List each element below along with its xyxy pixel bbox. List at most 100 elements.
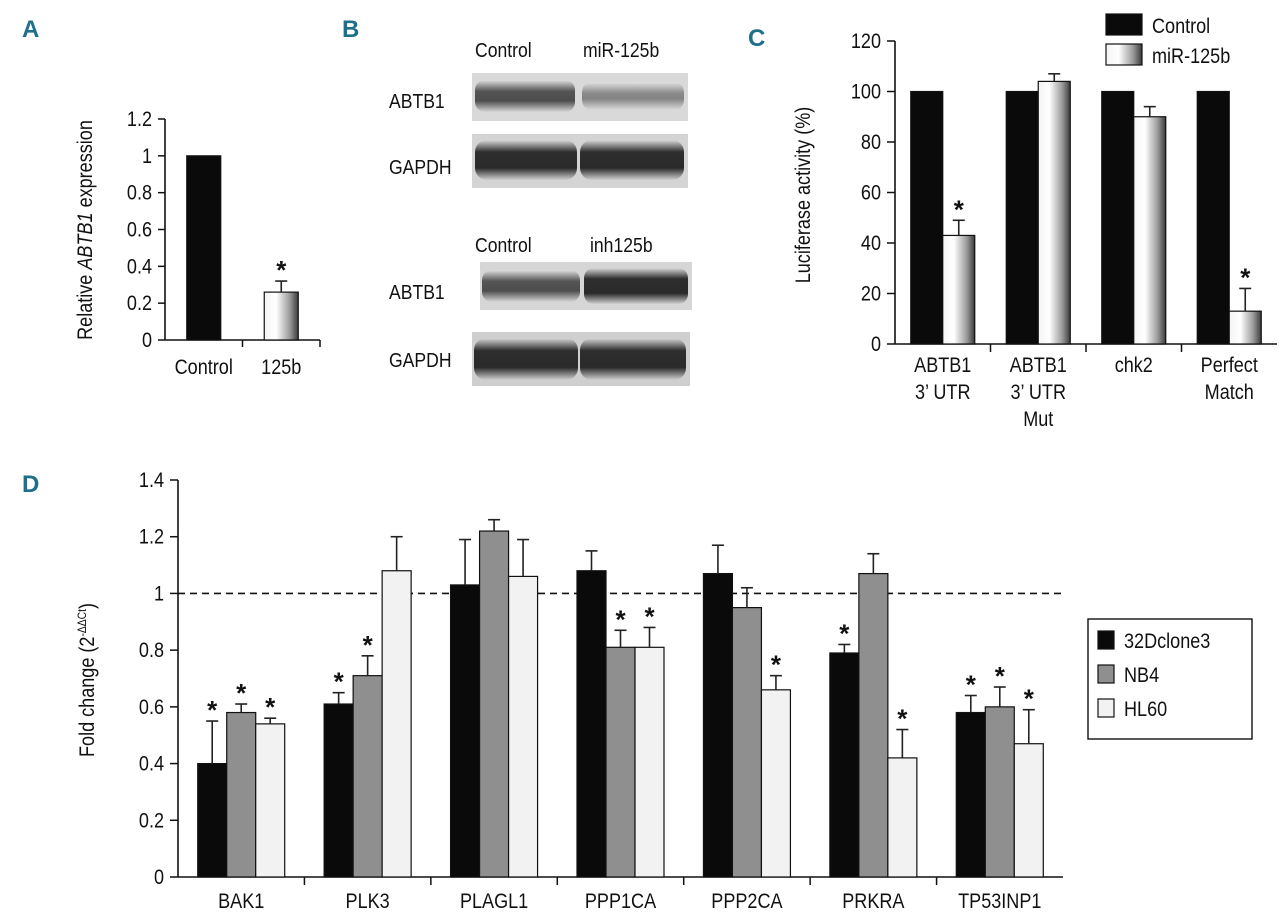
chart-c-bar <box>1133 116 1167 345</box>
chart-d-ytick-label: 1.2 <box>139 525 164 549</box>
panel-label-c: C <box>748 25 765 52</box>
blot-bottom-abtb1-band-treated <box>584 268 688 304</box>
chart-d-ytick-label: 1 <box>154 582 164 606</box>
chart-a-ylabel-part: expression <box>74 120 98 212</box>
chart-d-bar <box>984 706 1015 878</box>
chart-c-xtick-label: ABTB1 <box>914 354 971 378</box>
panel-label-a: A <box>22 16 39 43</box>
chart-c-ytick-label: 0 <box>871 333 881 357</box>
chart-d-xtick-label: TP53INP1 <box>958 890 1041 914</box>
chart-d-ytick-label: 0 <box>154 866 164 890</box>
blot-top-abtb1-band-treated <box>582 82 684 110</box>
chart-c-ytick-label-wrap: 80 <box>861 131 881 155</box>
chart-d-bar <box>605 646 636 878</box>
chart-c-bar <box>1005 90 1039 345</box>
chart-d-ylabel-part: Fold change (2 <box>76 637 100 757</box>
blot-top-row-label-1: ABTB1 <box>389 90 445 112</box>
blot-top-gapdh-band-treated <box>580 140 684 180</box>
chart-c-xtick-label: chk2 <box>1115 354 1153 378</box>
chart-d-xtick-label-wrap: PPP2CA <box>711 890 783 914</box>
chart-a-xtick-label: Control <box>175 356 233 380</box>
chart-d-xtick-label-wrap: PLAGL1 <box>460 890 528 914</box>
chart-c-bar <box>1037 80 1071 345</box>
chart-a-ytick-label: 0 <box>142 329 152 353</box>
chart-d-bar <box>478 530 510 878</box>
chart-d-xtick-label: PRKRA <box>842 890 905 914</box>
chart-a-ytick-label: 0.4 <box>127 255 152 279</box>
western-blot-panel: Control miR-125b ABTB1 GAPDH Control inh… <box>389 39 692 386</box>
chart-c-ytick-label-wrap: 100 <box>851 80 881 104</box>
chart-d-ytick-label-wrap: 0.6 <box>139 696 164 720</box>
chart-d-legend-box <box>1087 618 1253 740</box>
chart-d-xtick-label: PLK3 <box>346 890 390 914</box>
chart-c-ytick-label-wrap: 120 <box>851 30 881 54</box>
chart-d-ytick-label-wrap: 1.4 <box>139 469 164 493</box>
chart-d-bar <box>255 723 286 878</box>
chart-c-sig-marker: * <box>1240 262 1251 292</box>
blot-bottom-abtb1-band-control <box>482 270 580 302</box>
blot-bottom-col-label-1: Control <box>475 234 532 256</box>
chart-c-bar <box>1101 90 1135 345</box>
chart-c-ytick-label: 120 <box>851 30 881 54</box>
chart-c-legend-label-wrap: miR-125b <box>1152 45 1230 69</box>
chart-d-sig-marker: * <box>897 704 908 734</box>
chart-a-ytick-label-wrap: 0.8 <box>127 181 152 205</box>
chart-d-bar <box>731 607 763 878</box>
chart-d-legend-label: 32Dclone3 <box>1124 630 1210 654</box>
chart-a: 0 0.2 0.4 0.6 0.8 1 1.2 Control * 125b Relative AB… <box>74 108 321 380</box>
chart-c-ytick-label-wrap: 0 <box>871 333 881 357</box>
chart-d-sig-marker: * <box>363 630 374 660</box>
chart-d-legend-label: NB4 <box>1124 664 1159 688</box>
chart-c-xtick-label: ABTB1 <box>1010 354 1067 378</box>
chart-c-xtick-label: Mut <box>1023 408 1054 432</box>
chart-a-ytick-label-wrap: 0.4 <box>127 255 152 279</box>
chart-c-ytick-label-wrap: 60 <box>861 181 881 205</box>
panel-label-b: B <box>342 16 359 43</box>
chart-c-ylabel: Luciferase activity (%) <box>792 107 816 284</box>
blot-bottom-gapdh-band-control <box>474 338 578 380</box>
chart-d-bar <box>323 703 354 878</box>
chart-d-bar <box>829 652 860 878</box>
chart-c-ytick-label-wrap: 20 <box>861 282 881 306</box>
chart-d-legend-label-wrap: 32Dclone3 <box>1124 630 1210 654</box>
chart-d-xtick-label: BAK1 <box>218 890 264 914</box>
panel-label-d: D <box>22 471 39 498</box>
chart-c: 0 20 40 60 80 100 120 * ABTB1 3’ UTR ABTB1 3’ UTR Mu… <box>792 13 1277 432</box>
chart-d-sig-marker: * <box>771 650 782 680</box>
chart-d-legend-swatch <box>1097 664 1115 684</box>
chart-d-ytick-label: 0.4 <box>139 752 164 776</box>
blot-bottom-row-label-2: GAPDH <box>389 349 452 371</box>
chart-d-bar <box>352 675 383 878</box>
chart-d-ytick-label-wrap: 0 <box>154 866 164 890</box>
chart-c-xtick-label: 3’ UTR <box>915 381 971 405</box>
chart-c-xtick-label-wrap: 3’ UTR <box>1010 381 1066 405</box>
chart-d-sig-marker: * <box>966 670 977 700</box>
chart-d-ytick-label-wrap: 1.2 <box>139 525 164 549</box>
chart-a-ytick-label: 0.2 <box>127 292 152 316</box>
chart-c-bar <box>942 234 976 345</box>
chart-d-ytick-label-wrap: 0.8 <box>139 639 164 663</box>
chart-c-ytick-label-wrap: 40 <box>861 232 881 256</box>
chart-d-ylabel-sup: -ΔΔCt <box>76 608 89 636</box>
chart-d-legend-label-wrap: HL60 <box>1124 698 1167 722</box>
chart-d-bar <box>226 711 257 878</box>
chart-d-ytick-label: 0.8 <box>139 639 164 663</box>
chart-d-sig-marker: * <box>615 604 626 634</box>
blot-bottom-gapdh-band-treated <box>580 338 686 380</box>
chart-c-xtick-label-wrap: Perfect <box>1201 354 1259 378</box>
chart-c-xtick-label: 3’ UTR <box>1010 381 1066 405</box>
chart-d-bar <box>449 584 481 878</box>
chart-d-xtick-label: PLAGL1 <box>460 890 528 914</box>
blot-top-abtb1-band-control <box>475 80 575 112</box>
chart-d-bar <box>576 570 607 878</box>
chart-c-ytick-label: 60 <box>861 181 881 205</box>
chart-a-bar <box>263 291 299 341</box>
chart-c-legend-label: miR-125b <box>1152 45 1230 69</box>
chart-c-legend-label: Control <box>1152 15 1210 39</box>
chart-c-ytick-label: 40 <box>861 232 881 256</box>
chart-d-sig-marker: * <box>995 661 1006 691</box>
chart-d-bar <box>955 711 986 878</box>
chart-c-legend-swatch <box>1105 43 1143 66</box>
chart-c-xtick-label-wrap: Match <box>1205 381 1254 405</box>
